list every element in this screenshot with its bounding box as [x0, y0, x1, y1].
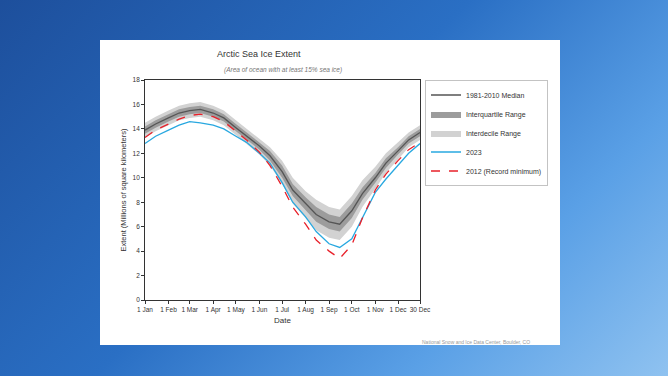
svg-text:16: 16	[133, 101, 141, 108]
svg-text:2023: 2023	[466, 149, 482, 156]
svg-text:12: 12	[133, 150, 141, 157]
svg-text:1 Nov: 1 Nov	[367, 306, 385, 313]
svg-text:1 Aug: 1 Aug	[297, 306, 314, 314]
svg-text:2012 (Record minimum): 2012 (Record minimum)	[466, 168, 541, 176]
svg-text:14: 14	[133, 125, 141, 132]
svg-text:1 May: 1 May	[227, 306, 245, 314]
svg-text:1 Feb: 1 Feb	[160, 306, 177, 313]
svg-text:Extent (Millions of square kil: Extent (Millions of square kilometers)	[119, 128, 128, 251]
svg-text:(Area of ocean with at least 1: (Area of ocean with at least 15% sea ice…	[224, 66, 342, 74]
svg-text:30 Dec: 30 Dec	[410, 306, 431, 313]
svg-text:6: 6	[136, 223, 140, 230]
svg-text:8: 8	[136, 198, 140, 205]
svg-text:Arctic Sea Ice Extent: Arctic Sea Ice Extent	[217, 49, 301, 59]
svg-text:18: 18	[133, 76, 141, 83]
svg-text:Interquartile Range: Interquartile Range	[466, 111, 526, 119]
svg-text:10: 10	[133, 174, 141, 181]
svg-text:Interdecile Range: Interdecile Range	[466, 130, 521, 138]
svg-text:Date: Date	[274, 316, 291, 325]
svg-text:1 Apr: 1 Apr	[206, 306, 222, 314]
svg-text:1 Sep: 1 Sep	[321, 306, 338, 314]
svg-text:1 Oct: 1 Oct	[344, 306, 360, 313]
svg-text:1 Mar: 1 Mar	[181, 306, 198, 313]
svg-text:1 Jul: 1 Jul	[275, 306, 289, 313]
svg-text:1 Jan: 1 Jan	[137, 306, 153, 313]
svg-text:1 Dec: 1 Dec	[390, 306, 408, 313]
svg-text:1 Jun: 1 Jun	[251, 306, 267, 313]
svg-text:1981-2010 Median: 1981-2010 Median	[466, 92, 524, 99]
svg-text:4: 4	[136, 247, 140, 254]
svg-text:National Snow and Ice Data Cen: National Snow and Ice Data Center, Bould…	[422, 339, 530, 345]
svg-text:0: 0	[136, 296, 140, 303]
svg-text:2: 2	[136, 272, 140, 279]
